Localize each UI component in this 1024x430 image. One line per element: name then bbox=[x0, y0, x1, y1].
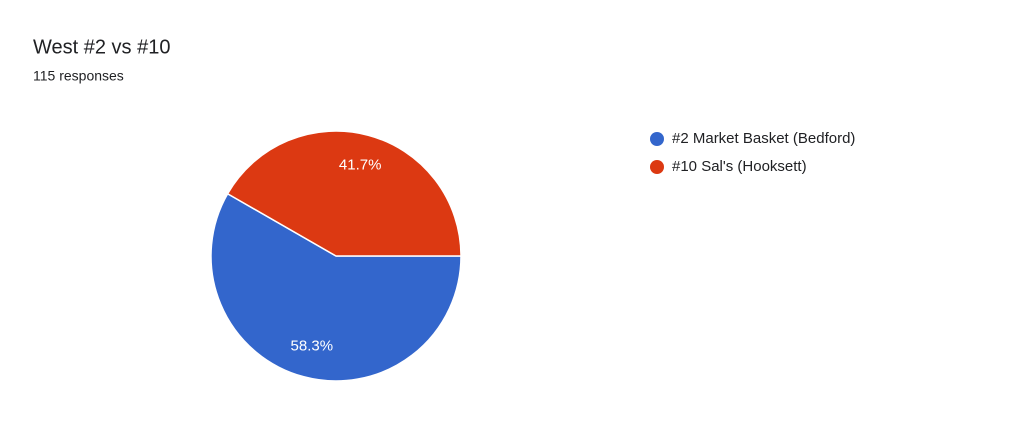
slice-label: 41.7% bbox=[339, 156, 382, 173]
chart-title: West #2 vs #10 bbox=[33, 36, 170, 58]
legend-label: #10 Sal's (Hooksett) bbox=[672, 158, 807, 175]
legend-swatch bbox=[650, 160, 664, 174]
legend-label: #2 Market Basket (Bedford) bbox=[672, 130, 855, 147]
pie-slice bbox=[226, 130, 462, 257]
slice-label: 58.3% bbox=[291, 338, 334, 355]
chart-subtitle: 115 responses bbox=[33, 68, 124, 84]
pie-slice bbox=[210, 192, 462, 382]
legend-swatch bbox=[650, 132, 664, 146]
